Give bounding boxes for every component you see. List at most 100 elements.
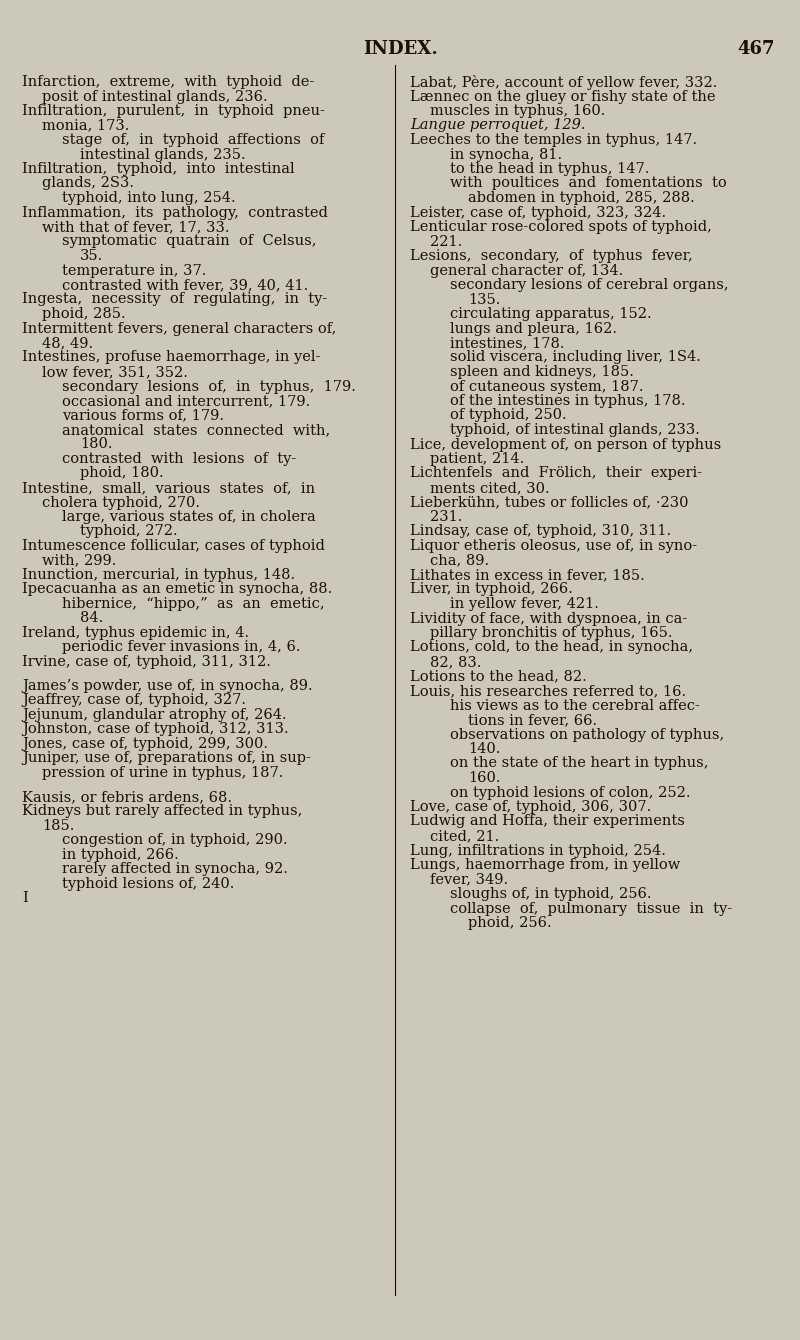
Text: Jeaffrey, case of, typhoid, 327.: Jeaffrey, case of, typhoid, 327. xyxy=(22,693,246,708)
Text: Ipecacuanha as an emetic in synocha, 88.: Ipecacuanha as an emetic in synocha, 88. xyxy=(22,583,332,596)
Text: secondary lesions of cerebral organs,: secondary lesions of cerebral organs, xyxy=(450,277,729,292)
Text: of the intestines in typhus, 178.: of the intestines in typhus, 178. xyxy=(450,394,686,407)
Text: large, various states of, in cholera: large, various states of, in cholera xyxy=(62,511,316,524)
Text: Leister, case of, typhoid, 323, 324.: Leister, case of, typhoid, 323, 324. xyxy=(410,205,666,220)
Text: anatomical  states  connected  with,: anatomical states connected with, xyxy=(62,423,330,437)
Text: 84.: 84. xyxy=(80,611,103,626)
Text: Intumescence follicular, cases of typhoid: Intumescence follicular, cases of typhoi… xyxy=(22,539,325,553)
Text: temperature in, 37.: temperature in, 37. xyxy=(62,264,206,277)
Text: typhoid, into lung, 254.: typhoid, into lung, 254. xyxy=(62,192,236,205)
Text: Intermittent fevers, general characters of,: Intermittent fevers, general characters … xyxy=(22,322,336,335)
Text: phoid, 256.: phoid, 256. xyxy=(468,917,552,930)
Text: circulating apparatus, 152.: circulating apparatus, 152. xyxy=(450,307,652,322)
Text: pillary bronchitis of typhus, 165.: pillary bronchitis of typhus, 165. xyxy=(430,626,673,641)
Text: 231.: 231. xyxy=(430,511,462,524)
Text: Infarction,  extreme,  with  typhoid  de-: Infarction, extreme, with typhoid de- xyxy=(22,75,314,88)
Text: muscles in typhus, 160.: muscles in typhus, 160. xyxy=(430,105,606,118)
Text: contrasted  with  lesions  of  ty-: contrasted with lesions of ty- xyxy=(62,452,296,466)
Text: Lotions, cold, to the head, in synocha,: Lotions, cold, to the head, in synocha, xyxy=(410,641,693,654)
Text: 160.: 160. xyxy=(468,770,501,785)
Text: I: I xyxy=(22,891,28,906)
Text: cited, 21.: cited, 21. xyxy=(430,829,499,843)
Text: Liquor etheris oleosus, use of, in syno-: Liquor etheris oleosus, use of, in syno- xyxy=(410,539,697,553)
Text: Leeches to the temples in typhus, 147.: Leeches to the temples in typhus, 147. xyxy=(410,133,697,147)
Text: Ireland, typhus epidemic in, 4.: Ireland, typhus epidemic in, 4. xyxy=(22,626,249,641)
Text: Lesions,  secondary,  of  typhus  fever,: Lesions, secondary, of typhus fever, xyxy=(410,249,693,263)
Text: his views as to the cerebral affec-: his views as to the cerebral affec- xyxy=(450,698,700,713)
Text: patient, 214.: patient, 214. xyxy=(430,452,524,466)
Text: various forms of, 179.: various forms of, 179. xyxy=(62,409,224,422)
Text: Juniper, use of, preparations of, in sup-: Juniper, use of, preparations of, in sup… xyxy=(22,752,311,765)
Text: Lice, development of, on person of typhus: Lice, development of, on person of typhu… xyxy=(410,437,722,452)
Text: periodic fever invasions in, 4, 6.: periodic fever invasions in, 4, 6. xyxy=(62,641,301,654)
Text: rarely affected in synocha, 92.: rarely affected in synocha, 92. xyxy=(62,863,288,876)
Text: abdomen in typhoid, 285, 288.: abdomen in typhoid, 285, 288. xyxy=(468,192,694,205)
Text: stage  of,  in  typhoid  affections  of: stage of, in typhoid affections of xyxy=(62,133,324,147)
Text: on typhoid lesions of colon, 252.: on typhoid lesions of colon, 252. xyxy=(450,785,690,800)
Text: in synocha, 81.: in synocha, 81. xyxy=(450,147,562,162)
Text: 135.: 135. xyxy=(468,292,500,307)
Text: in yellow fever, 421.: in yellow fever, 421. xyxy=(450,598,599,611)
Text: phoid, 180.: phoid, 180. xyxy=(80,466,164,481)
Text: tions in fever, 66.: tions in fever, 66. xyxy=(468,713,597,728)
Text: Kidneys but rarely affected in typhus,: Kidneys but rarely affected in typhus, xyxy=(22,804,302,819)
Text: collapse  of,  pulmonary  tissue  in  ty-: collapse of, pulmonary tissue in ty- xyxy=(450,902,732,915)
Text: occasional and intercurrent, 179.: occasional and intercurrent, 179. xyxy=(62,394,310,407)
Text: James’s powder, use of, in synocha, 89.: James’s powder, use of, in synocha, 89. xyxy=(22,679,313,693)
Text: 140.: 140. xyxy=(468,742,500,756)
Text: pression of urine in typhus, 187.: pression of urine in typhus, 187. xyxy=(42,766,283,780)
Text: cha, 89.: cha, 89. xyxy=(430,553,489,568)
Text: fever, 349.: fever, 349. xyxy=(430,872,508,887)
Text: Ludwig and Hoffa, their experiments: Ludwig and Hoffa, their experiments xyxy=(410,815,685,828)
Text: intestinal glands, 235.: intestinal glands, 235. xyxy=(80,147,246,162)
Text: spleen and kidneys, 185.: spleen and kidneys, 185. xyxy=(450,364,634,379)
Text: Louis, his researches referred to, 16.: Louis, his researches referred to, 16. xyxy=(410,683,686,698)
Text: intestines, 178.: intestines, 178. xyxy=(450,336,565,350)
Text: Lividity of face, with dyspnoea, in ca-: Lividity of face, with dyspnoea, in ca- xyxy=(410,611,687,626)
Text: solid viscera, including liver, 1S4.: solid viscera, including liver, 1S4. xyxy=(450,351,701,364)
Text: Intestines, profuse haemorrhage, in yel-: Intestines, profuse haemorrhage, in yel- xyxy=(22,351,320,364)
Text: Infiltration,  typhoid,  into  intestinal: Infiltration, typhoid, into intestinal xyxy=(22,162,294,176)
Text: symptomatic  quatrain  of  Celsus,: symptomatic quatrain of Celsus, xyxy=(62,234,317,248)
Text: congestion of, in typhoid, 290.: congestion of, in typhoid, 290. xyxy=(62,833,288,847)
Text: typhoid, 272.: typhoid, 272. xyxy=(80,524,178,539)
Text: on the state of the heart in typhus,: on the state of the heart in typhus, xyxy=(450,757,709,770)
Text: Lithates in excess in fever, 185.: Lithates in excess in fever, 185. xyxy=(410,568,645,582)
Text: 467: 467 xyxy=(738,40,775,58)
Text: to the head in typhus, 147.: to the head in typhus, 147. xyxy=(450,162,650,176)
Text: Lindsay, case of, typhoid, 310, 311.: Lindsay, case of, typhoid, 310, 311. xyxy=(410,524,671,539)
Text: with that of fever, 17, 33.: with that of fever, 17, 33. xyxy=(42,220,230,234)
Text: of cutaneous system, 187.: of cutaneous system, 187. xyxy=(450,379,643,394)
Text: monia, 173.: monia, 173. xyxy=(42,118,130,133)
Text: Johnston, case of typhoid, 312, 313.: Johnston, case of typhoid, 312, 313. xyxy=(22,722,289,737)
Text: Lænnec on the gluey or fishy state of the: Lænnec on the gluey or fishy state of th… xyxy=(410,90,715,103)
Text: Kausis, or febris ardens, 68.: Kausis, or febris ardens, 68. xyxy=(22,789,232,804)
Text: in typhoid, 266.: in typhoid, 266. xyxy=(62,848,178,862)
Text: secondary  lesions  of,  in  typhus,  179.: secondary lesions of, in typhus, 179. xyxy=(62,379,356,394)
Text: Jejunum, glandular atrophy of, 264.: Jejunum, glandular atrophy of, 264. xyxy=(22,708,286,722)
Text: Lichtenfels  and  Frölich,  their  experi-: Lichtenfels and Frölich, their experi- xyxy=(410,466,702,481)
Text: typhoid, of intestinal glands, 233.: typhoid, of intestinal glands, 233. xyxy=(450,423,700,437)
Text: with, 299.: with, 299. xyxy=(42,553,116,568)
Text: Liver, in typhoid, 266.: Liver, in typhoid, 266. xyxy=(410,583,573,596)
Text: Jones, case of, typhoid, 299, 300.: Jones, case of, typhoid, 299, 300. xyxy=(22,737,268,750)
Text: Inunction, mercurial, in typhus, 148.: Inunction, mercurial, in typhus, 148. xyxy=(22,568,295,582)
Text: 221.: 221. xyxy=(430,234,462,248)
Text: Lotions to the head, 82.: Lotions to the head, 82. xyxy=(410,670,586,683)
Text: Inflammation,  its  pathology,  contrasted: Inflammation, its pathology, contrasted xyxy=(22,205,328,220)
Text: 180.: 180. xyxy=(80,437,113,452)
Text: observations on pathology of typhus,: observations on pathology of typhus, xyxy=(450,728,724,741)
Text: low fever, 351, 352.: low fever, 351, 352. xyxy=(42,364,188,379)
Text: 48, 49.: 48, 49. xyxy=(42,336,93,350)
Text: typhoid lesions of, 240.: typhoid lesions of, 240. xyxy=(62,876,234,891)
Text: with  poultices  and  fomentations  to: with poultices and fomentations to xyxy=(450,177,726,190)
Text: Labat, Père, account of yellow fever, 332.: Labat, Père, account of yellow fever, 33… xyxy=(410,75,718,90)
Text: Langue perroquet, 129.: Langue perroquet, 129. xyxy=(410,118,586,133)
Text: general character of, 134.: general character of, 134. xyxy=(430,264,623,277)
Text: of typhoid, 250.: of typhoid, 250. xyxy=(450,409,566,422)
Text: contrasted with fever, 39, 40, 41.: contrasted with fever, 39, 40, 41. xyxy=(62,277,308,292)
Text: INDEX.: INDEX. xyxy=(362,40,438,58)
Text: Infiltration,  purulent,  in  typhoid  pneu-: Infiltration, purulent, in typhoid pneu- xyxy=(22,105,325,118)
Text: 185.: 185. xyxy=(42,819,74,833)
Text: 35.: 35. xyxy=(80,249,103,263)
